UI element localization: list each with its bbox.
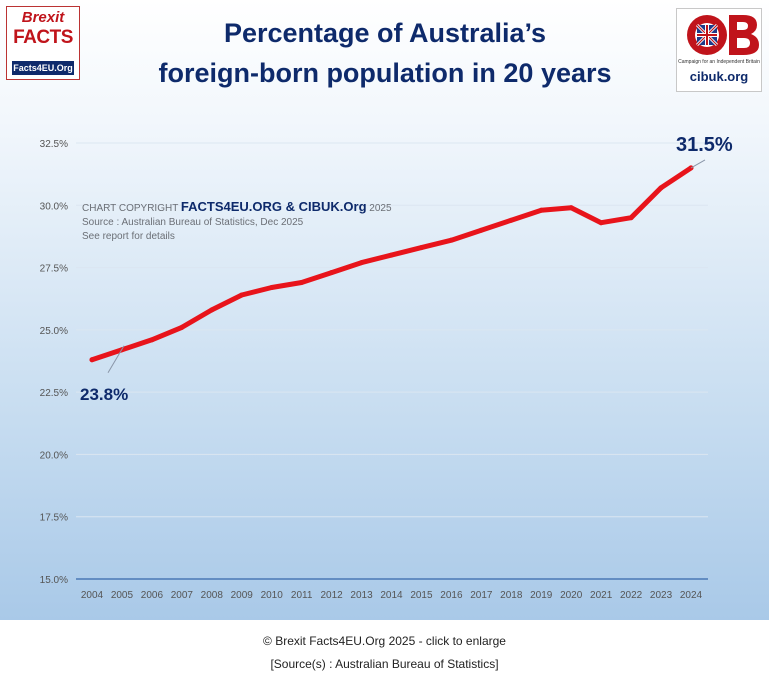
footer-source: [Source(s) : Australian Bureau of Statis… (270, 657, 499, 671)
copyright-year: 2025 (366, 203, 392, 214)
brexit-facts-logo: Brexit FACTS Facts4EU.Org (6, 6, 80, 80)
annotation-label: 31.5% (676, 134, 733, 156)
x-tick-label: 2022 (620, 590, 643, 601)
copyright-prefix: CHART COPYRIGHT (82, 203, 181, 214)
x-tick-label: 2020 (560, 590, 583, 601)
cibuk-tagline: Campaign for an Independent Britain (678, 59, 760, 65)
data-series (89, 165, 694, 363)
data-point (598, 220, 604, 226)
x-tick-label: 2012 (320, 590, 343, 601)
x-tick-label: 2021 (590, 590, 613, 601)
y-tick-label: 17.5% (40, 513, 68, 524)
cibuk-logo: Campaign for an Independent Britain cibu… (676, 8, 762, 92)
x-tick-label: 2007 (171, 590, 194, 601)
data-point (478, 227, 484, 233)
data-point (508, 217, 514, 223)
data-point (299, 280, 305, 286)
x-tick-label: 2006 (141, 590, 164, 601)
x-tick-label: 2014 (380, 590, 403, 601)
data-point (239, 292, 245, 298)
annotation-label: 23.8% (80, 385, 128, 404)
chart-title-line-1: Percentage of Australia’s (223, 18, 547, 48)
data-point (658, 185, 664, 191)
data-point (359, 260, 365, 266)
data-point (179, 324, 185, 330)
x-tick-label: 2013 (350, 590, 373, 601)
y-tick-label: 32.5% (40, 139, 68, 150)
line-chart: 15.0% 17.5% 20.0% 22.5% 25.0% 27.5% 30.0% 32.5%… (40, 134, 733, 601)
x-tick-label: 2010 (261, 590, 284, 601)
data-point (149, 337, 155, 343)
y-tick-label: 27.5% (40, 264, 68, 275)
data-point (329, 270, 335, 276)
x-tick-label: 2009 (231, 590, 254, 601)
y-tick-label: 20.0% (40, 450, 68, 461)
x-tick-label: 2018 (500, 590, 523, 601)
x-axis-labels: 2004 2005 2006 2007 2008 2009 2010 2011 2012 2013… (81, 590, 703, 601)
chart-copyright-note: CHART COPYRIGHT FACTS4EU.ORG & CIBUK.Org… (82, 200, 392, 244)
y-tick-label: 22.5% (40, 388, 68, 399)
annotation-leader-line (690, 159, 706, 169)
copyright-line: CHART COPYRIGHT FACTS4EU.ORG & CIBUK.Org… (82, 200, 392, 216)
x-tick-label: 2019 (530, 590, 553, 601)
data-annotations: 23.8% 31.5% (80, 134, 733, 404)
data-point (448, 237, 454, 243)
x-tick-label: 2023 (650, 590, 673, 601)
brexit-logo-line-1: Brexit (21, 9, 65, 26)
y-tick-label: 30.0% (40, 201, 68, 212)
data-point (418, 245, 424, 251)
chart-title-line-2: foreign-born population in 20 years (158, 58, 612, 88)
footer-credit-link[interactable]: © Brexit Facts4EU.Org 2025 - click to en… (263, 634, 506, 648)
data-point (568, 205, 574, 211)
x-tick-label: 2005 (111, 590, 134, 601)
brexit-logo-line-2: FACTS (13, 27, 73, 48)
annotation-leader-line (107, 345, 125, 374)
x-tick-label: 2004 (81, 590, 104, 601)
x-tick-label: 2015 (410, 590, 433, 601)
data-line (89, 165, 694, 363)
x-tick-label: 2024 (680, 590, 703, 601)
chart-frame[interactable]: Percentage of Australia’s foreign-born p… (0, 0, 769, 620)
y-axis-labels: 15.0% 17.5% 20.0% 22.5% 25.0% 27.5% 30.0% 32.5% (40, 139, 68, 586)
copyright-details: See report for details (82, 231, 175, 242)
copyright-brand: FACTS4EU.ORG & CIBUK.Org (180, 199, 367, 214)
data-point (628, 215, 634, 221)
data-point (89, 357, 95, 363)
x-tick-label: 2011 (291, 590, 313, 601)
data-point (269, 285, 275, 291)
y-tick-label: 25.0% (40, 326, 68, 337)
y-tick-label: 15.0% (40, 575, 68, 586)
x-tick-label: 2008 (201, 590, 224, 601)
copyright-source: Source : Australian Bureau of Statistics… (82, 217, 304, 228)
x-tick-label: 2016 (440, 590, 463, 601)
x-tick-label: 2017 (470, 590, 493, 601)
data-point (538, 207, 544, 213)
brexit-logo-line-3: Facts4EU.Org (12, 61, 74, 75)
data-point (389, 252, 394, 258)
data-point (209, 307, 215, 313)
cibuk-url: cibuk.org (689, 69, 749, 84)
cibuk-emblem-icon (687, 15, 759, 55)
